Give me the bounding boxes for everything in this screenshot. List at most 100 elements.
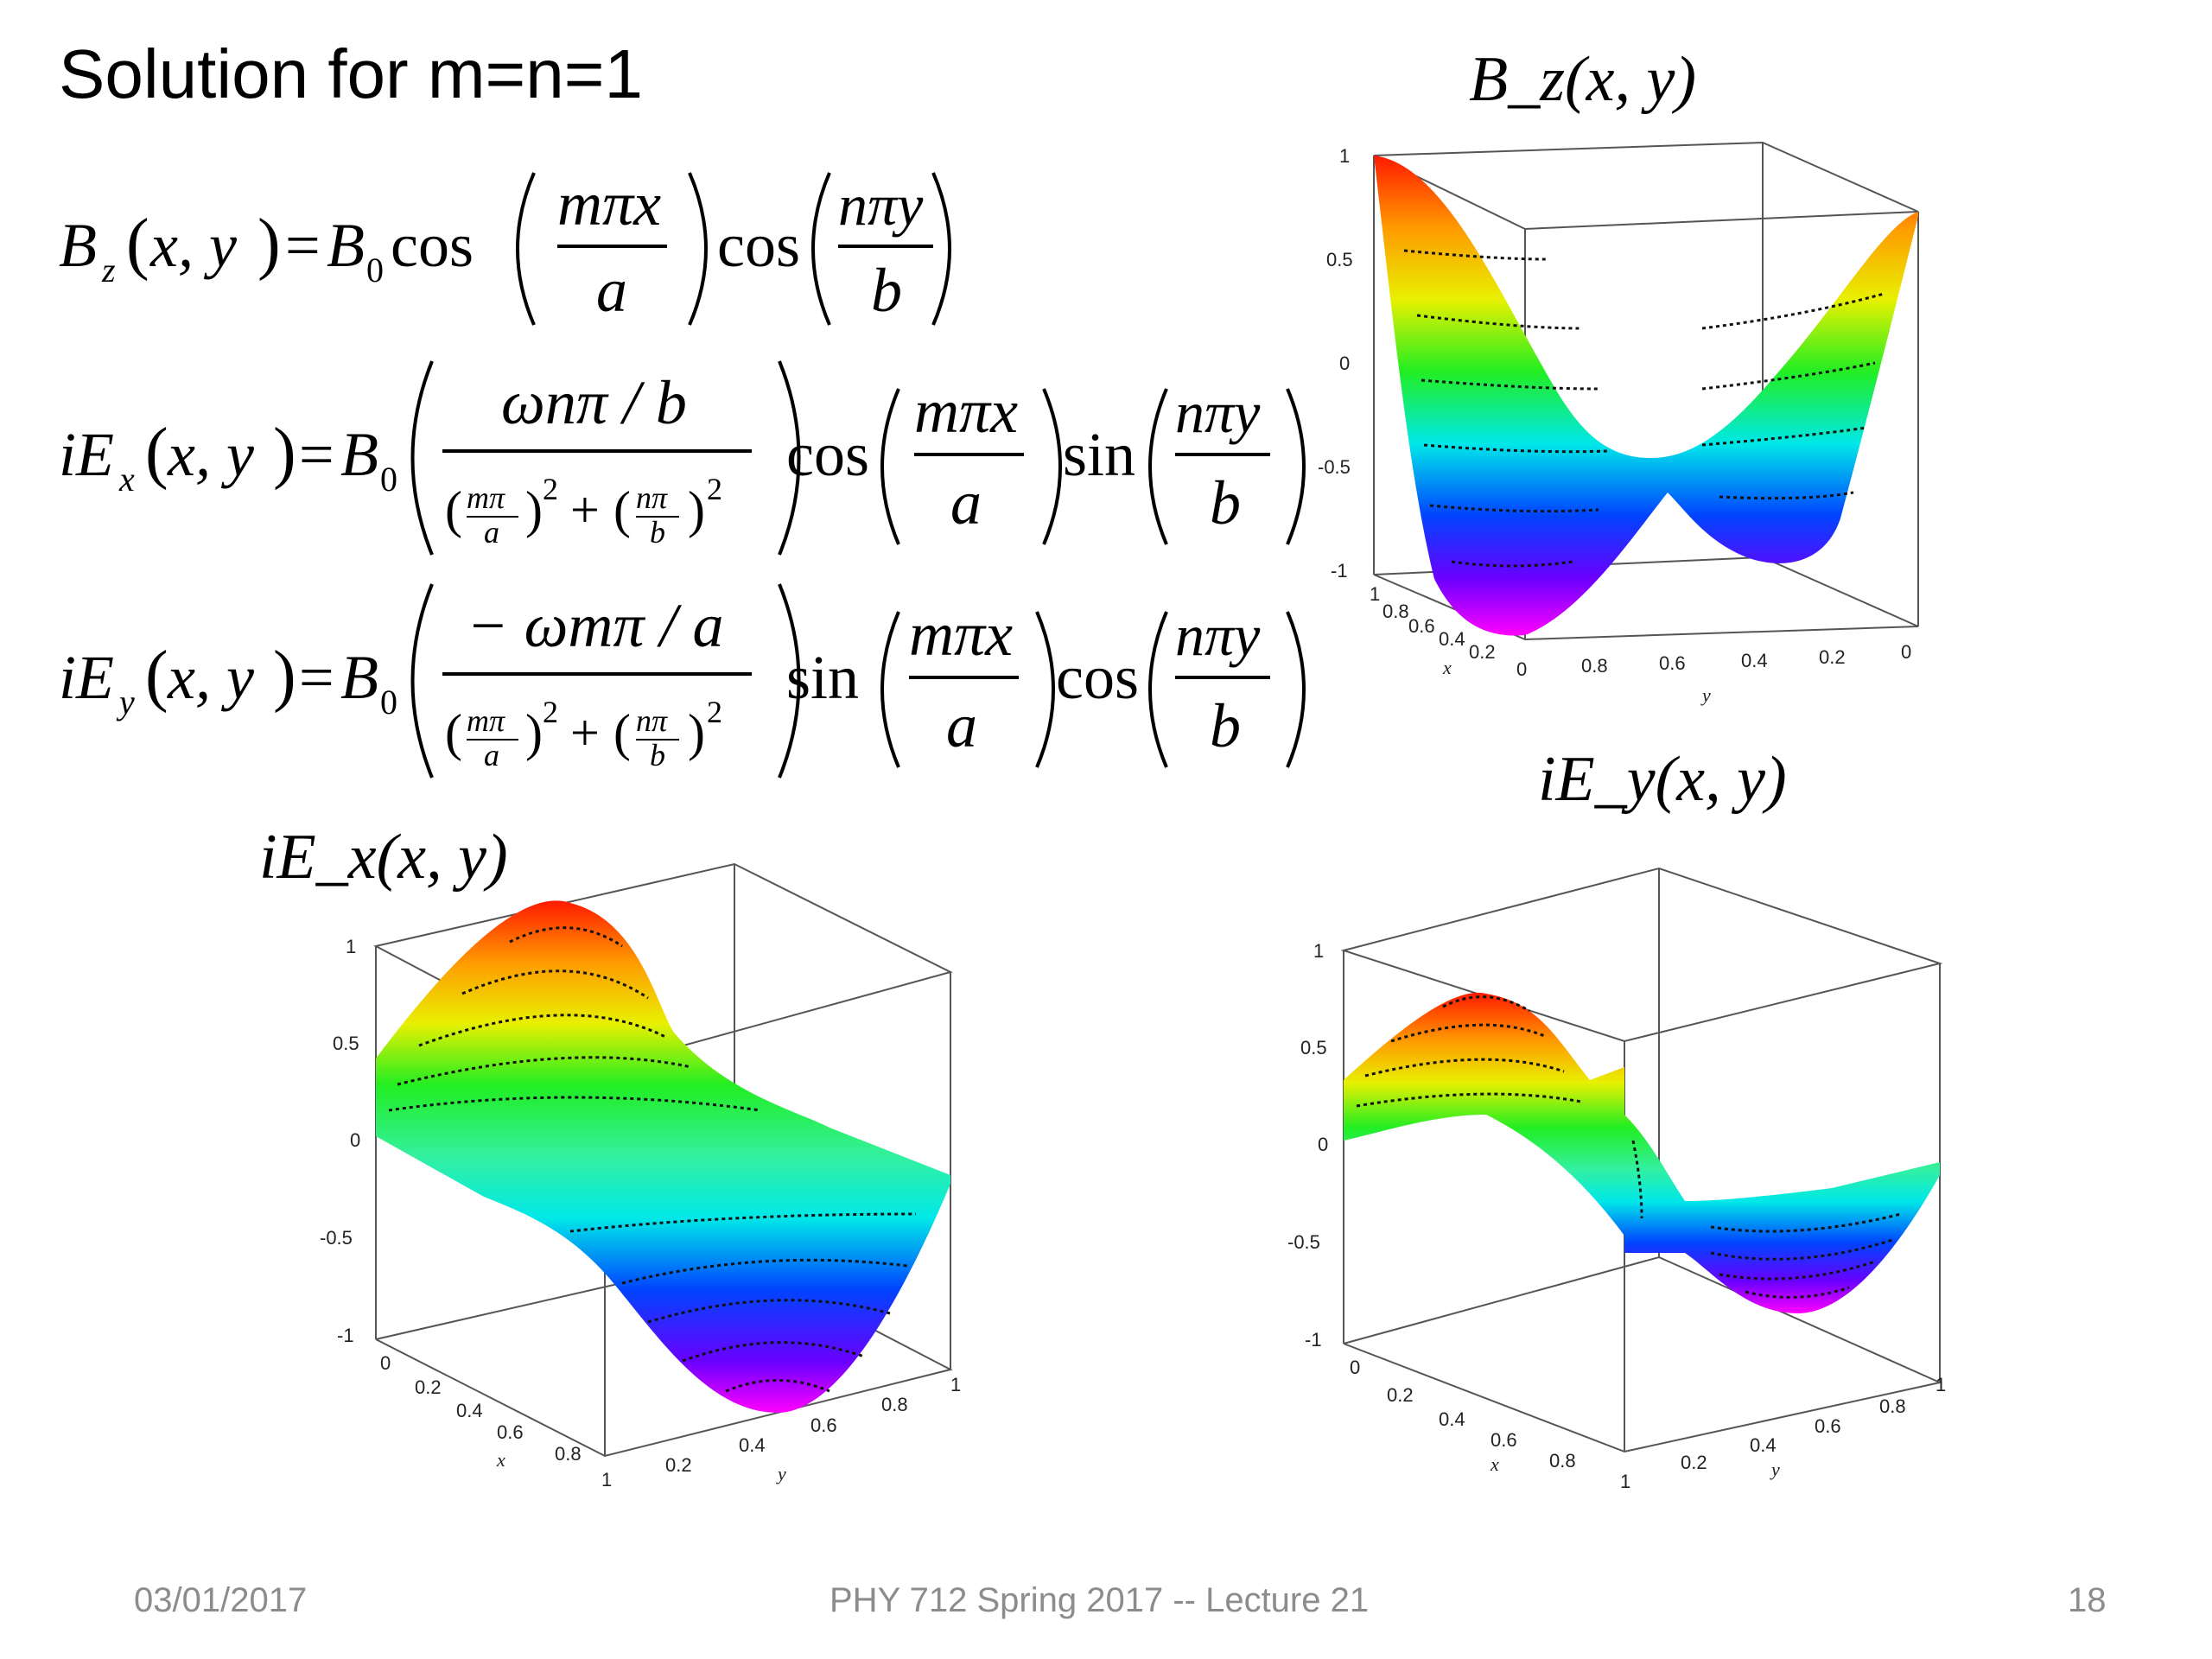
- svg-text:(: (: [613, 481, 631, 538]
- iey-x-tick: 0.8: [1549, 1450, 1576, 1471]
- svg-text:): ): [273, 638, 296, 714]
- svg-text:0: 0: [380, 683, 397, 721]
- svg-text:x, y: x, y: [167, 420, 254, 489]
- svg-text:+: +: [570, 704, 600, 761]
- iex-x-axis-label: x: [496, 1449, 505, 1471]
- svg-text:sin: sin: [1063, 420, 1135, 489]
- svg-text:=: =: [299, 643, 334, 712]
- bz-y-tick: 0.2: [1819, 646, 1846, 668]
- svg-text:): ): [525, 481, 543, 538]
- bz-x-tick: 0: [1516, 658, 1527, 680]
- svg-text:nπy: nπy: [838, 172, 924, 238]
- iey-y-tick: 0.2: [1681, 1452, 1707, 1473]
- iex-y-tick: 0.2: [665, 1454, 692, 1476]
- svg-text:): ): [688, 481, 705, 538]
- svg-text:0: 0: [380, 460, 397, 499]
- svg-text:2: 2: [707, 472, 722, 506]
- svg-text:iE: iE: [59, 643, 114, 712]
- bz-x-tick: 0.4: [1439, 628, 1465, 650]
- svg-text:): ): [688, 704, 705, 761]
- svg-text:a: a: [484, 738, 499, 772]
- equation-iey: iE y ( x, y ) = B 0 − ωmπ / a ( mπ a ) 2…: [59, 583, 1306, 779]
- iey-z-tick: 0: [1318, 1134, 1328, 1155]
- svg-text:cos: cos: [391, 211, 474, 280]
- svg-text:2: 2: [707, 695, 722, 729]
- iey-y-ticks: 0.2 0.4 0.6 0.8 1: [1681, 1374, 1946, 1473]
- iex-z-tick: 0: [350, 1129, 360, 1151]
- iex-x-tick: 0.4: [456, 1400, 483, 1421]
- iey-x-tick: 0.6: [1491, 1429, 1517, 1451]
- svg-text:cos: cos: [717, 211, 800, 280]
- iex-plot-label-text: iE_x(x, y): [259, 822, 508, 893]
- iey-y-tick: 0.8: [1879, 1395, 1906, 1417]
- svg-text:iE: iE: [59, 420, 114, 489]
- footer-course: PHY 712 Spring 2017 -- Lecture 21: [830, 1581, 1370, 1619]
- svg-text:x: x: [118, 460, 135, 499]
- iey-z-tick: -1: [1305, 1329, 1322, 1351]
- iex-z-tick: 0.5: [333, 1033, 359, 1054]
- svg-text:): ): [273, 415, 296, 491]
- svg-text:): ): [525, 704, 543, 761]
- iey-y-axis-label: y: [1770, 1459, 1780, 1480]
- svg-text:B: B: [340, 420, 378, 489]
- iex-y-tick: 0.4: [739, 1434, 766, 1456]
- iey-plot-label-text: iE_y(x, y): [1538, 744, 1787, 815]
- svg-text:cos: cos: [786, 420, 869, 489]
- svg-text:nπ: nπ: [636, 703, 668, 738]
- iey-x-axis-label: x: [1490, 1453, 1499, 1475]
- iey-x-tick: 0.4: [1439, 1408, 1465, 1430]
- svg-text:x, y: x, y: [167, 643, 254, 712]
- svg-text:x, y: x, y: [149, 211, 237, 280]
- svg-text:(: (: [145, 415, 168, 491]
- svg-text:a: a: [596, 256, 627, 325]
- bz-y-ticks: 0.8 0.6 0.4 0.2 0: [1581, 641, 1911, 677]
- svg-text:b: b: [871, 256, 902, 325]
- bz-z-tick: 0: [1339, 353, 1350, 374]
- bz-y-axis-label: y: [1700, 684, 1711, 706]
- bz-z-tick: 0.5: [1326, 249, 1353, 270]
- svg-text:=: =: [285, 211, 321, 280]
- svg-text:y: y: [116, 683, 135, 721]
- svg-text:+: +: [570, 481, 600, 538]
- iey-y-tick: 0.6: [1815, 1415, 1841, 1437]
- svg-text:(: (: [126, 206, 149, 282]
- bz-x-tick: 0.8: [1382, 601, 1409, 622]
- iey-z-ticks: 1 0.5 0 -0.5 -1: [1287, 940, 1328, 1351]
- svg-text:b: b: [1210, 691, 1241, 760]
- svg-text:B: B: [59, 211, 97, 280]
- iey-y-tick: 0.4: [1750, 1434, 1777, 1456]
- iex-z-ticks: 1 0.5 0 -0.5 -1: [320, 936, 360, 1346]
- iex-y-tick: 1: [950, 1374, 961, 1395]
- iex-z-tick: -0.5: [320, 1227, 353, 1249]
- svg-text:mπx: mπx: [914, 377, 1018, 446]
- svg-text:b: b: [650, 738, 665, 772]
- iey-x-tick: 1: [1620, 1471, 1630, 1492]
- svg-text:mπx: mπx: [557, 169, 661, 238]
- svg-text:(: (: [613, 704, 631, 761]
- svg-text:): ): [257, 206, 281, 282]
- iey-z-tick: 1: [1313, 940, 1324, 962]
- iex-plot-label: iE_x(x, y): [259, 821, 508, 894]
- bz-surface-plot: 1 0.5 0 -0.5 -1 1 0.8 0.6 0.4 0.2 0 x 0.…: [1318, 141, 1919, 706]
- footer-date: 03/01/2017: [134, 1581, 308, 1619]
- iex-y-ticks: 0.2 0.4 0.6 0.8 1: [665, 1374, 961, 1476]
- svg-text:a: a: [946, 691, 977, 760]
- svg-text:nπ: nπ: [636, 480, 668, 515]
- bz-x-tick: 1: [1370, 583, 1380, 605]
- iex-x-tick: 0: [380, 1352, 391, 1374]
- svg-text:2: 2: [543, 695, 558, 729]
- bz-plot-label-text: B_z(x, y): [1469, 44, 1696, 115]
- bz-z-tick: -1: [1331, 560, 1348, 582]
- svg-text:nπy: nπy: [1175, 379, 1261, 445]
- iey-x-tick: 0: [1350, 1357, 1360, 1378]
- slide-title: Solution for m=n=1: [59, 35, 643, 112]
- iex-x-tick: 0.2: [415, 1376, 442, 1398]
- svg-text:B: B: [327, 211, 365, 280]
- iey-x-tick: 0.2: [1387, 1384, 1414, 1406]
- iey-z-tick: 0.5: [1300, 1037, 1327, 1058]
- bz-x-tick: 0.2: [1469, 641, 1496, 663]
- iey-y-tick: 1: [1936, 1374, 1946, 1395]
- iex-x-tick: 0.6: [497, 1421, 524, 1443]
- svg-text:b: b: [1210, 468, 1241, 537]
- svg-text:(: (: [445, 704, 462, 761]
